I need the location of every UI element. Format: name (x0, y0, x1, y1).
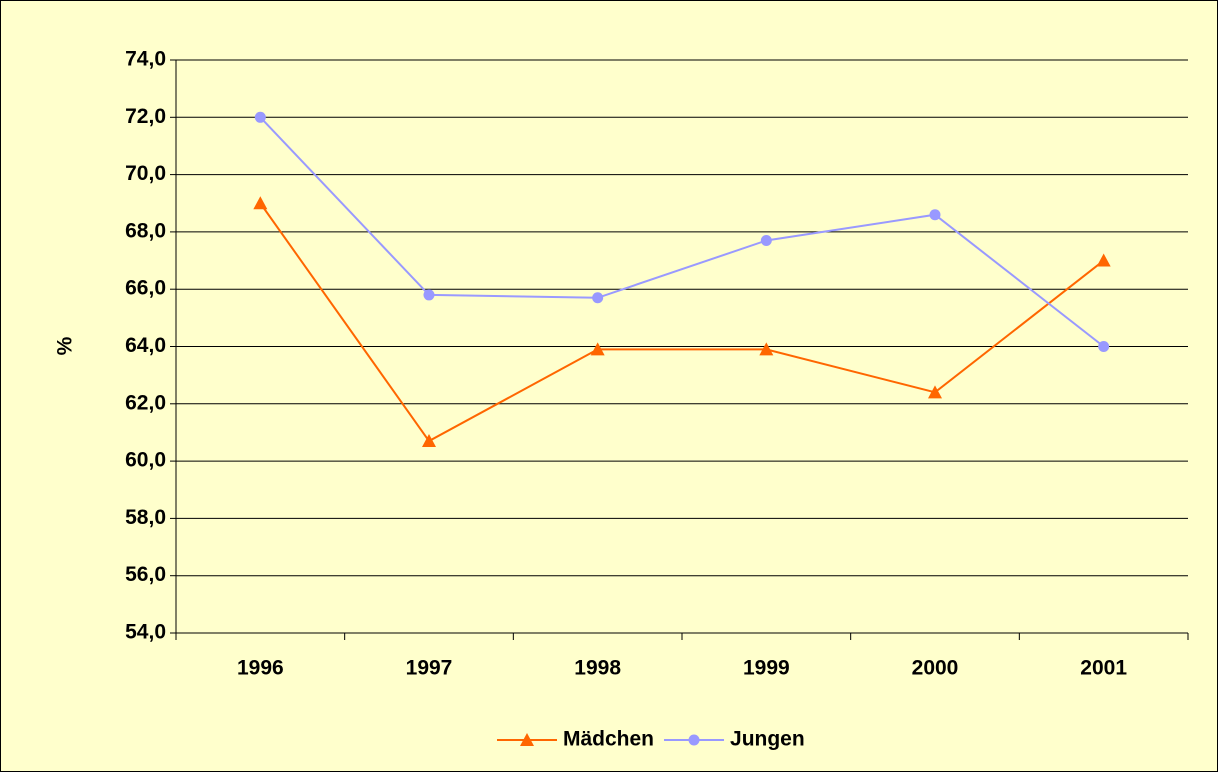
marker (929, 209, 941, 221)
x-tick-label: 1996 (237, 657, 284, 680)
marker (1096, 253, 1111, 267)
y-tick-label: 70,0 (125, 162, 166, 185)
marker (760, 234, 772, 246)
y-tick-label: 62,0 (125, 391, 166, 414)
x-tick-label: 1999 (743, 657, 790, 680)
marker (254, 111, 266, 123)
marker (590, 342, 605, 356)
y-tick-label: 60,0 (125, 449, 166, 472)
marker (1098, 341, 1110, 352)
legend-marker (688, 734, 700, 746)
legend-marker (520, 733, 534, 746)
y-tick-label: 58,0 (125, 506, 166, 529)
y-tick-label: 54,0 (125, 621, 166, 644)
legend-label: Mädchen (563, 728, 654, 751)
marker (928, 385, 942, 399)
marker (759, 342, 774, 356)
legend-label: Jungen (730, 728, 805, 751)
x-tick-label: 1998 (574, 657, 621, 680)
x-tick-label: 2000 (912, 657, 959, 680)
y-tick-label: 68,0 (125, 219, 166, 242)
y-axis-label: % (54, 336, 77, 355)
series-line (259, 116, 1105, 348)
y-tick-label: 66,0 (125, 277, 166, 300)
marker (423, 289, 435, 301)
series-line (259, 202, 1105, 443)
y-tick-label: 64,0 (125, 334, 166, 357)
x-tick-label: 1997 (406, 657, 453, 680)
marker (592, 292, 604, 304)
y-tick-label: 72,0 (125, 105, 166, 128)
marker (253, 196, 268, 210)
x-tick-label: 2001 (1080, 657, 1127, 680)
marker (422, 434, 436, 448)
y-tick-label: 74,0 (125, 48, 166, 71)
y-tick-label: 56,0 (125, 563, 166, 586)
